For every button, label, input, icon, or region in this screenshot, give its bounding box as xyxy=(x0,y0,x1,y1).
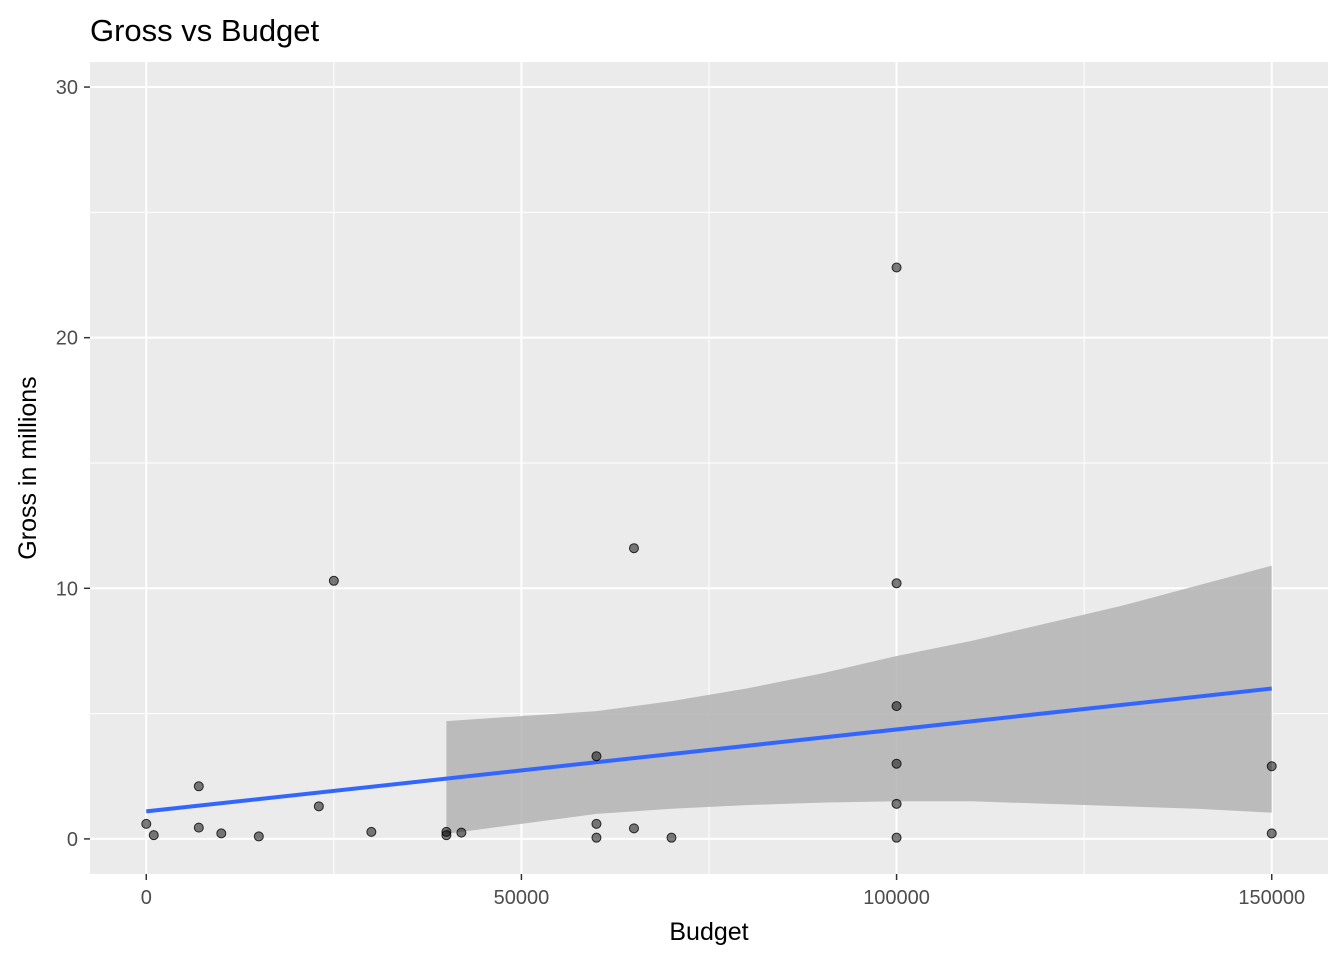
data-point xyxy=(891,578,902,589)
data-point xyxy=(193,822,204,833)
axes: 0 50000 100000 150000 0 10 20 30 xyxy=(56,77,1305,909)
points-layer xyxy=(141,262,1277,843)
data-point xyxy=(891,832,902,843)
data-point xyxy=(891,758,902,769)
data-point xyxy=(253,831,264,842)
x-tick-label: 50000 xyxy=(494,887,550,909)
data-point xyxy=(193,781,204,792)
y-tick-label: 20 xyxy=(56,328,78,350)
fit-line-layer xyxy=(146,686,1272,814)
data-point xyxy=(591,818,602,829)
y-tick-label: 0 xyxy=(67,829,78,851)
chart-title: Gross vs Budget xyxy=(90,13,320,48)
data-point xyxy=(441,830,452,841)
data-point xyxy=(148,830,159,841)
data-point xyxy=(216,828,227,839)
data-point xyxy=(591,751,602,762)
data-point xyxy=(891,798,902,809)
x-axis-title: Budget xyxy=(669,918,748,946)
data-point xyxy=(628,823,639,834)
data-point xyxy=(628,543,639,554)
data-point xyxy=(1266,761,1277,772)
data-point xyxy=(141,818,152,829)
confidence-band-layer xyxy=(446,565,1272,834)
data-point xyxy=(891,262,902,273)
x-tick-label: 100000 xyxy=(863,887,930,909)
data-point xyxy=(891,701,902,712)
data-point xyxy=(456,827,467,838)
confidence-band xyxy=(446,565,1272,834)
y-tick-label: 30 xyxy=(56,77,78,99)
data-point xyxy=(666,832,677,843)
data-point xyxy=(366,826,377,837)
y-axis-title: Gross in millions xyxy=(14,376,42,559)
regression-line xyxy=(146,686,1272,814)
data-point xyxy=(591,832,602,843)
data-point xyxy=(1266,828,1277,839)
data-point xyxy=(328,575,339,586)
y-tick-label: 10 xyxy=(56,578,78,600)
grid-lines xyxy=(90,62,1328,874)
x-tick-label: 0 xyxy=(141,887,152,909)
data-point xyxy=(313,801,324,812)
x-tick-label: 150000 xyxy=(1238,887,1305,909)
